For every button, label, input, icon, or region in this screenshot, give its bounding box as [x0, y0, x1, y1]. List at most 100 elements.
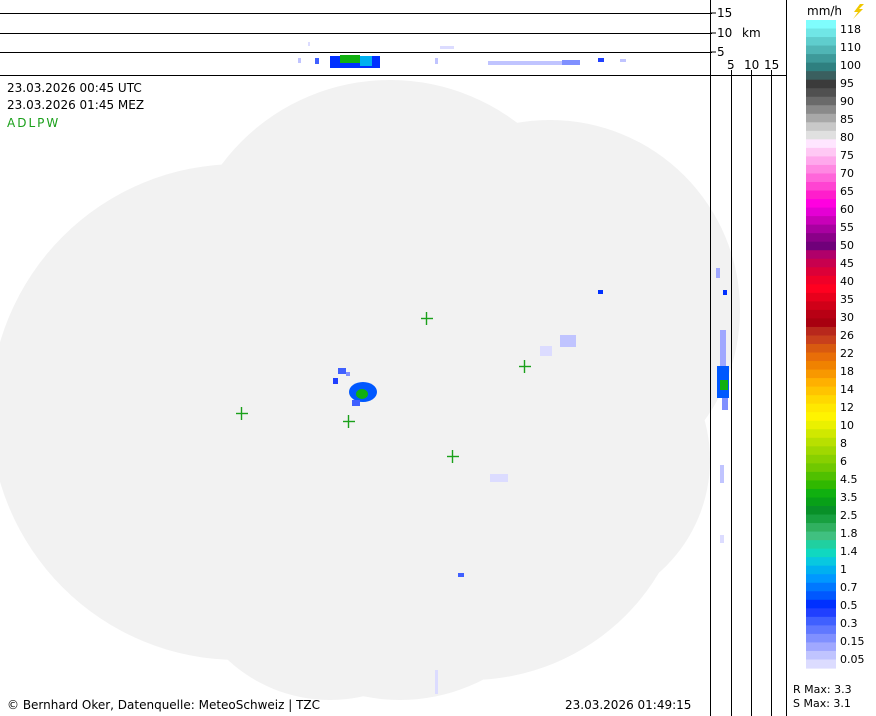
distance-tick-5: 5 [727, 58, 735, 72]
legend-swatch [806, 497, 836, 507]
legend-label: 1.4 [840, 545, 858, 558]
legend-swatch [806, 37, 836, 47]
legend-swatch [806, 326, 836, 337]
legend-label: 100 [840, 59, 861, 72]
legend-label: 0.7 [840, 581, 858, 594]
legend-swatch [806, 412, 836, 422]
legend-swatch [806, 378, 836, 388]
legend-swatch [806, 540, 836, 550]
legend-swatch [806, 318, 836, 328]
legend-swatch [806, 395, 836, 405]
legend-swatch [806, 156, 836, 166]
legend-swatch [806, 122, 836, 132]
legend-label: 26 [840, 329, 854, 342]
legend-label: 18 [840, 365, 854, 378]
legend-label: 50 [840, 239, 854, 252]
legend-swatch [806, 275, 836, 285]
legend-label: 3.5 [840, 491, 858, 504]
legend-swatch [806, 164, 836, 175]
legend-swatch [806, 633, 836, 644]
legend-label: 65 [840, 185, 854, 198]
legend-swatch [806, 190, 836, 200]
legend-swatch [806, 642, 836, 652]
lightning-icon [853, 4, 864, 19]
legend-swatch [806, 506, 836, 516]
legend-label: 0.15 [840, 635, 865, 648]
legend-swatch [806, 574, 836, 584]
legend-label: 12 [840, 401, 854, 414]
legend-swatch [806, 147, 836, 158]
legend-label: 45 [840, 257, 854, 270]
legend-swatch [806, 241, 836, 251]
legend-swatch [806, 361, 836, 371]
legend-swatch [806, 386, 836, 396]
legend-swatch [806, 480, 836, 490]
legend-label: 1.8 [840, 527, 858, 540]
legend-label: 0.5 [840, 599, 858, 612]
legend-swatch [806, 420, 836, 430]
legend-swatch [806, 557, 836, 567]
legend-swatch [806, 130, 836, 140]
legend-swatch [806, 608, 836, 618]
map-echoes [333, 290, 603, 694]
legend-swatch [806, 20, 836, 30]
legend-label: 80 [840, 131, 854, 144]
legend-color-scale [806, 20, 836, 669]
legend-swatch [806, 250, 836, 260]
legend-swatch [806, 45, 836, 55]
legend-swatch [806, 582, 836, 592]
legend-unit: mm/h [807, 4, 843, 18]
legend-label: 14 [840, 383, 854, 396]
legend-label: 110 [840, 41, 861, 54]
legend-swatch [806, 28, 836, 38]
legend-label: 30 [840, 311, 854, 324]
legend-swatch [806, 548, 836, 558]
legend-label: 70 [840, 167, 854, 180]
legend-label: 95 [840, 77, 854, 90]
legend-swatch [806, 54, 836, 64]
distance-tick-10: 10 [744, 58, 760, 72]
legend-swatch [806, 88, 836, 98]
legend-label: 8 [840, 437, 847, 450]
legend-label: 60 [840, 203, 854, 216]
legend-label: 55 [840, 221, 854, 234]
top-profile-echoes [298, 42, 626, 68]
top-profile-grid [0, 12, 786, 76]
legend-label: 75 [840, 149, 854, 162]
legend-swatch [806, 565, 836, 575]
legend-swatch [806, 514, 836, 524]
legend-swatch [806, 62, 836, 72]
legend-swatch [806, 182, 836, 192]
legend-label: 0.3 [840, 617, 858, 630]
legend-swatch [806, 96, 836, 106]
legend-swatch [806, 454, 836, 464]
side-profile-echoes [716, 268, 729, 543]
legend-label: 2.5 [840, 509, 858, 522]
legend-swatch [806, 301, 836, 311]
legend-swatch [806, 591, 836, 601]
legend-swatch [806, 139, 836, 149]
legend-swatch [806, 599, 836, 609]
distance-tick-15: 15 [764, 58, 780, 72]
legend-swatch [806, 173, 836, 183]
radar-station-markers [236, 312, 531, 463]
legend-swatch [806, 369, 836, 379]
legend-label: 40 [840, 275, 854, 288]
render-timestamp: 23.03.2026 01:49:15 [565, 698, 692, 712]
legend-swatch [806, 267, 836, 277]
legend-swatch [806, 437, 836, 447]
legend-swatch [806, 284, 836, 294]
legend-swatch [806, 79, 836, 89]
height-tick-10: 10 [717, 26, 733, 40]
legend-swatch [806, 233, 836, 243]
height-tick-5: 5 [717, 45, 725, 59]
legend-swatch [806, 224, 836, 234]
legend-swatch [806, 216, 836, 226]
s-max: S Max: 3.1 [793, 697, 851, 710]
legend-swatch [806, 659, 836, 669]
legend-swatch [806, 531, 836, 541]
legend-label: 1 [840, 563, 847, 576]
legend-label: 10 [840, 419, 854, 432]
legend-swatch [806, 105, 836, 115]
